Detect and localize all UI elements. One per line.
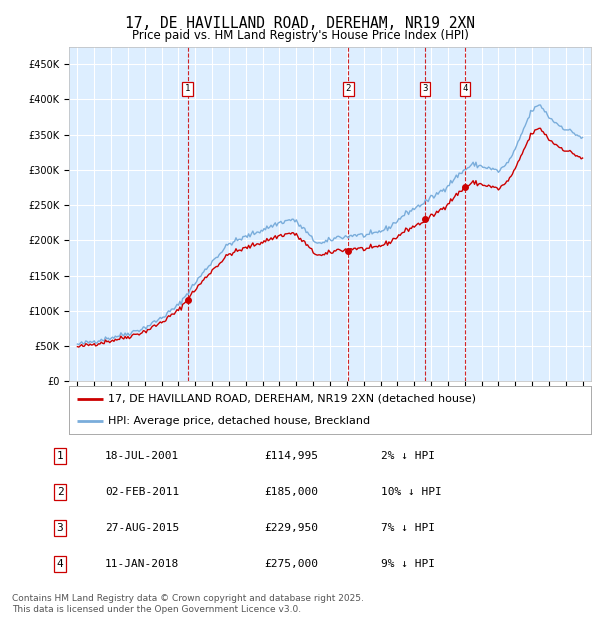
Text: 17, DE HAVILLAND ROAD, DEREHAM, NR19 2XN: 17, DE HAVILLAND ROAD, DEREHAM, NR19 2XN <box>125 16 475 30</box>
Text: £229,950: £229,950 <box>264 523 318 533</box>
Text: HPI: Average price, detached house, Breckland: HPI: Average price, detached house, Brec… <box>108 416 370 426</box>
Text: 1: 1 <box>185 84 190 93</box>
Text: 27-AUG-2015: 27-AUG-2015 <box>105 523 179 533</box>
Text: £275,000: £275,000 <box>264 559 318 569</box>
Text: 17, DE HAVILLAND ROAD, DEREHAM, NR19 2XN (detached house): 17, DE HAVILLAND ROAD, DEREHAM, NR19 2XN… <box>108 394 476 404</box>
Text: 7% ↓ HPI: 7% ↓ HPI <box>381 523 435 533</box>
Text: 9% ↓ HPI: 9% ↓ HPI <box>381 559 435 569</box>
Text: 10% ↓ HPI: 10% ↓ HPI <box>381 487 442 497</box>
Text: 11-JAN-2018: 11-JAN-2018 <box>105 559 179 569</box>
Text: 02-FEB-2011: 02-FEB-2011 <box>105 487 179 497</box>
Text: £114,995: £114,995 <box>264 451 318 461</box>
Text: 4: 4 <box>56 559 64 569</box>
Text: 2: 2 <box>56 487 64 497</box>
Text: Contains HM Land Registry data © Crown copyright and database right 2025.
This d: Contains HM Land Registry data © Crown c… <box>12 595 364 614</box>
Text: 4: 4 <box>463 84 468 93</box>
Text: 1: 1 <box>56 451 64 461</box>
Text: 2% ↓ HPI: 2% ↓ HPI <box>381 451 435 461</box>
Text: £185,000: £185,000 <box>264 487 318 497</box>
Text: Price paid vs. HM Land Registry's House Price Index (HPI): Price paid vs. HM Land Registry's House … <box>131 29 469 42</box>
Text: 18-JUL-2001: 18-JUL-2001 <box>105 451 179 461</box>
Text: 3: 3 <box>56 523 64 533</box>
Text: 3: 3 <box>422 84 428 93</box>
Text: 2: 2 <box>346 84 351 93</box>
